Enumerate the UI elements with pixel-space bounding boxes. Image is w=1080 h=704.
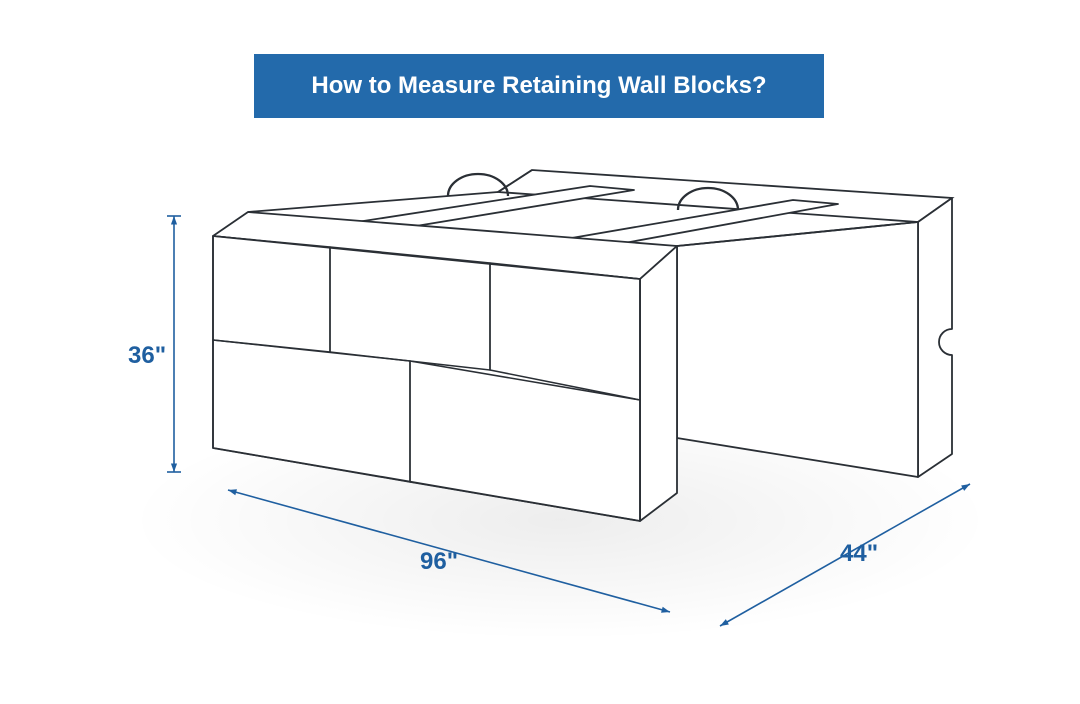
- dim-height-label: 36": [128, 342, 166, 370]
- title-bar: How to Measure Retaining Wall Blocks?: [254, 54, 824, 118]
- title-text: How to Measure Retaining Wall Blocks?: [311, 72, 766, 100]
- dim-depth-label: 44": [840, 540, 878, 568]
- dim-width-label: 96": [420, 548, 458, 576]
